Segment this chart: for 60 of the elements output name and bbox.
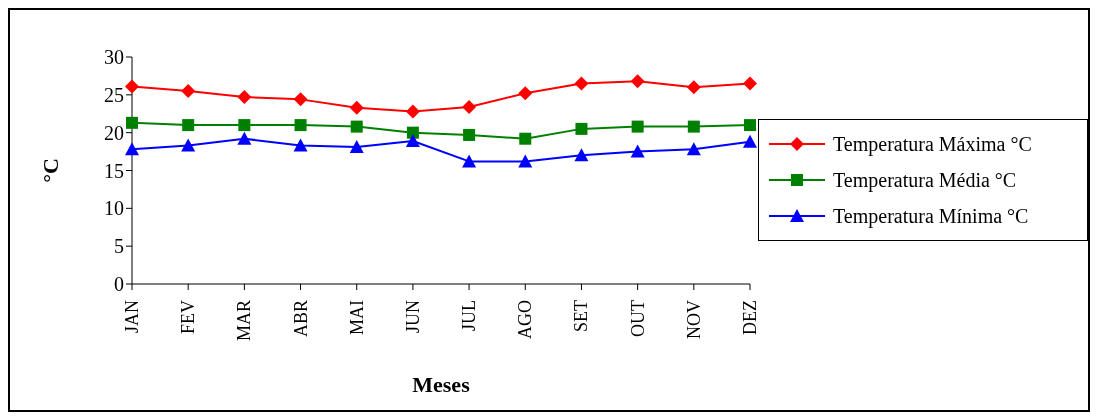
x-tick-label: AGO [515, 300, 536, 339]
point [349, 100, 364, 115]
point [405, 104, 420, 119]
y-tick-label: 10 [104, 197, 124, 220]
point [182, 119, 195, 132]
legend-label: Temperatura Mínima °C [833, 204, 1029, 228]
point [293, 92, 308, 107]
x-axis-title: Meses [412, 372, 471, 397]
point [126, 116, 138, 129]
point [293, 138, 308, 152]
point [574, 76, 589, 91]
point [237, 131, 252, 145]
x-tick-label: ABR [290, 300, 311, 338]
point [687, 120, 700, 133]
point [294, 119, 307, 132]
x-tick-label: JAN [122, 300, 142, 334]
y-tick-label: 25 [104, 83, 124, 106]
point [406, 126, 419, 139]
point [630, 74, 645, 89]
y-tick-label: 15 [104, 159, 124, 182]
point [405, 133, 420, 147]
point [349, 140, 364, 154]
y-axis-title: °C [37, 158, 63, 183]
point [519, 132, 532, 145]
point [743, 134, 757, 148]
point [743, 76, 757, 91]
point [125, 142, 139, 156]
point [631, 120, 644, 133]
x-tick-label: MAI [346, 300, 367, 335]
point [237, 90, 252, 105]
point [462, 99, 477, 114]
x-tick-label: NOV [683, 300, 704, 339]
point [462, 154, 477, 168]
point [518, 154, 533, 168]
point [518, 86, 533, 101]
x-tick-label: DEZ [740, 300, 760, 335]
x-tick-label: OUT [627, 300, 648, 337]
point [238, 119, 251, 132]
point [630, 144, 645, 158]
point [574, 148, 589, 162]
point [125, 79, 139, 94]
legend-label: Temperatura Média °C [833, 168, 1017, 192]
point [575, 122, 588, 135]
point [744, 119, 756, 132]
x-tick-label: JUL [459, 300, 480, 331]
x-tick-label: FEV [178, 300, 199, 335]
y-tick-label: 20 [104, 121, 124, 144]
y-tick-label: 0 [114, 273, 124, 296]
point [181, 84, 196, 99]
y-tick-label: 5 [114, 235, 124, 258]
x-tick-label: JUN [402, 300, 423, 334]
point [181, 138, 196, 152]
point [463, 128, 476, 141]
legend-label: Temperatura Máxima °C [833, 132, 1032, 156]
point [686, 80, 701, 95]
x-tick-label: SET [571, 300, 592, 333]
x-tick-label: MAR [234, 300, 255, 342]
point [350, 120, 363, 133]
y-tick-label: 30 [104, 46, 124, 69]
point [686, 142, 701, 156]
